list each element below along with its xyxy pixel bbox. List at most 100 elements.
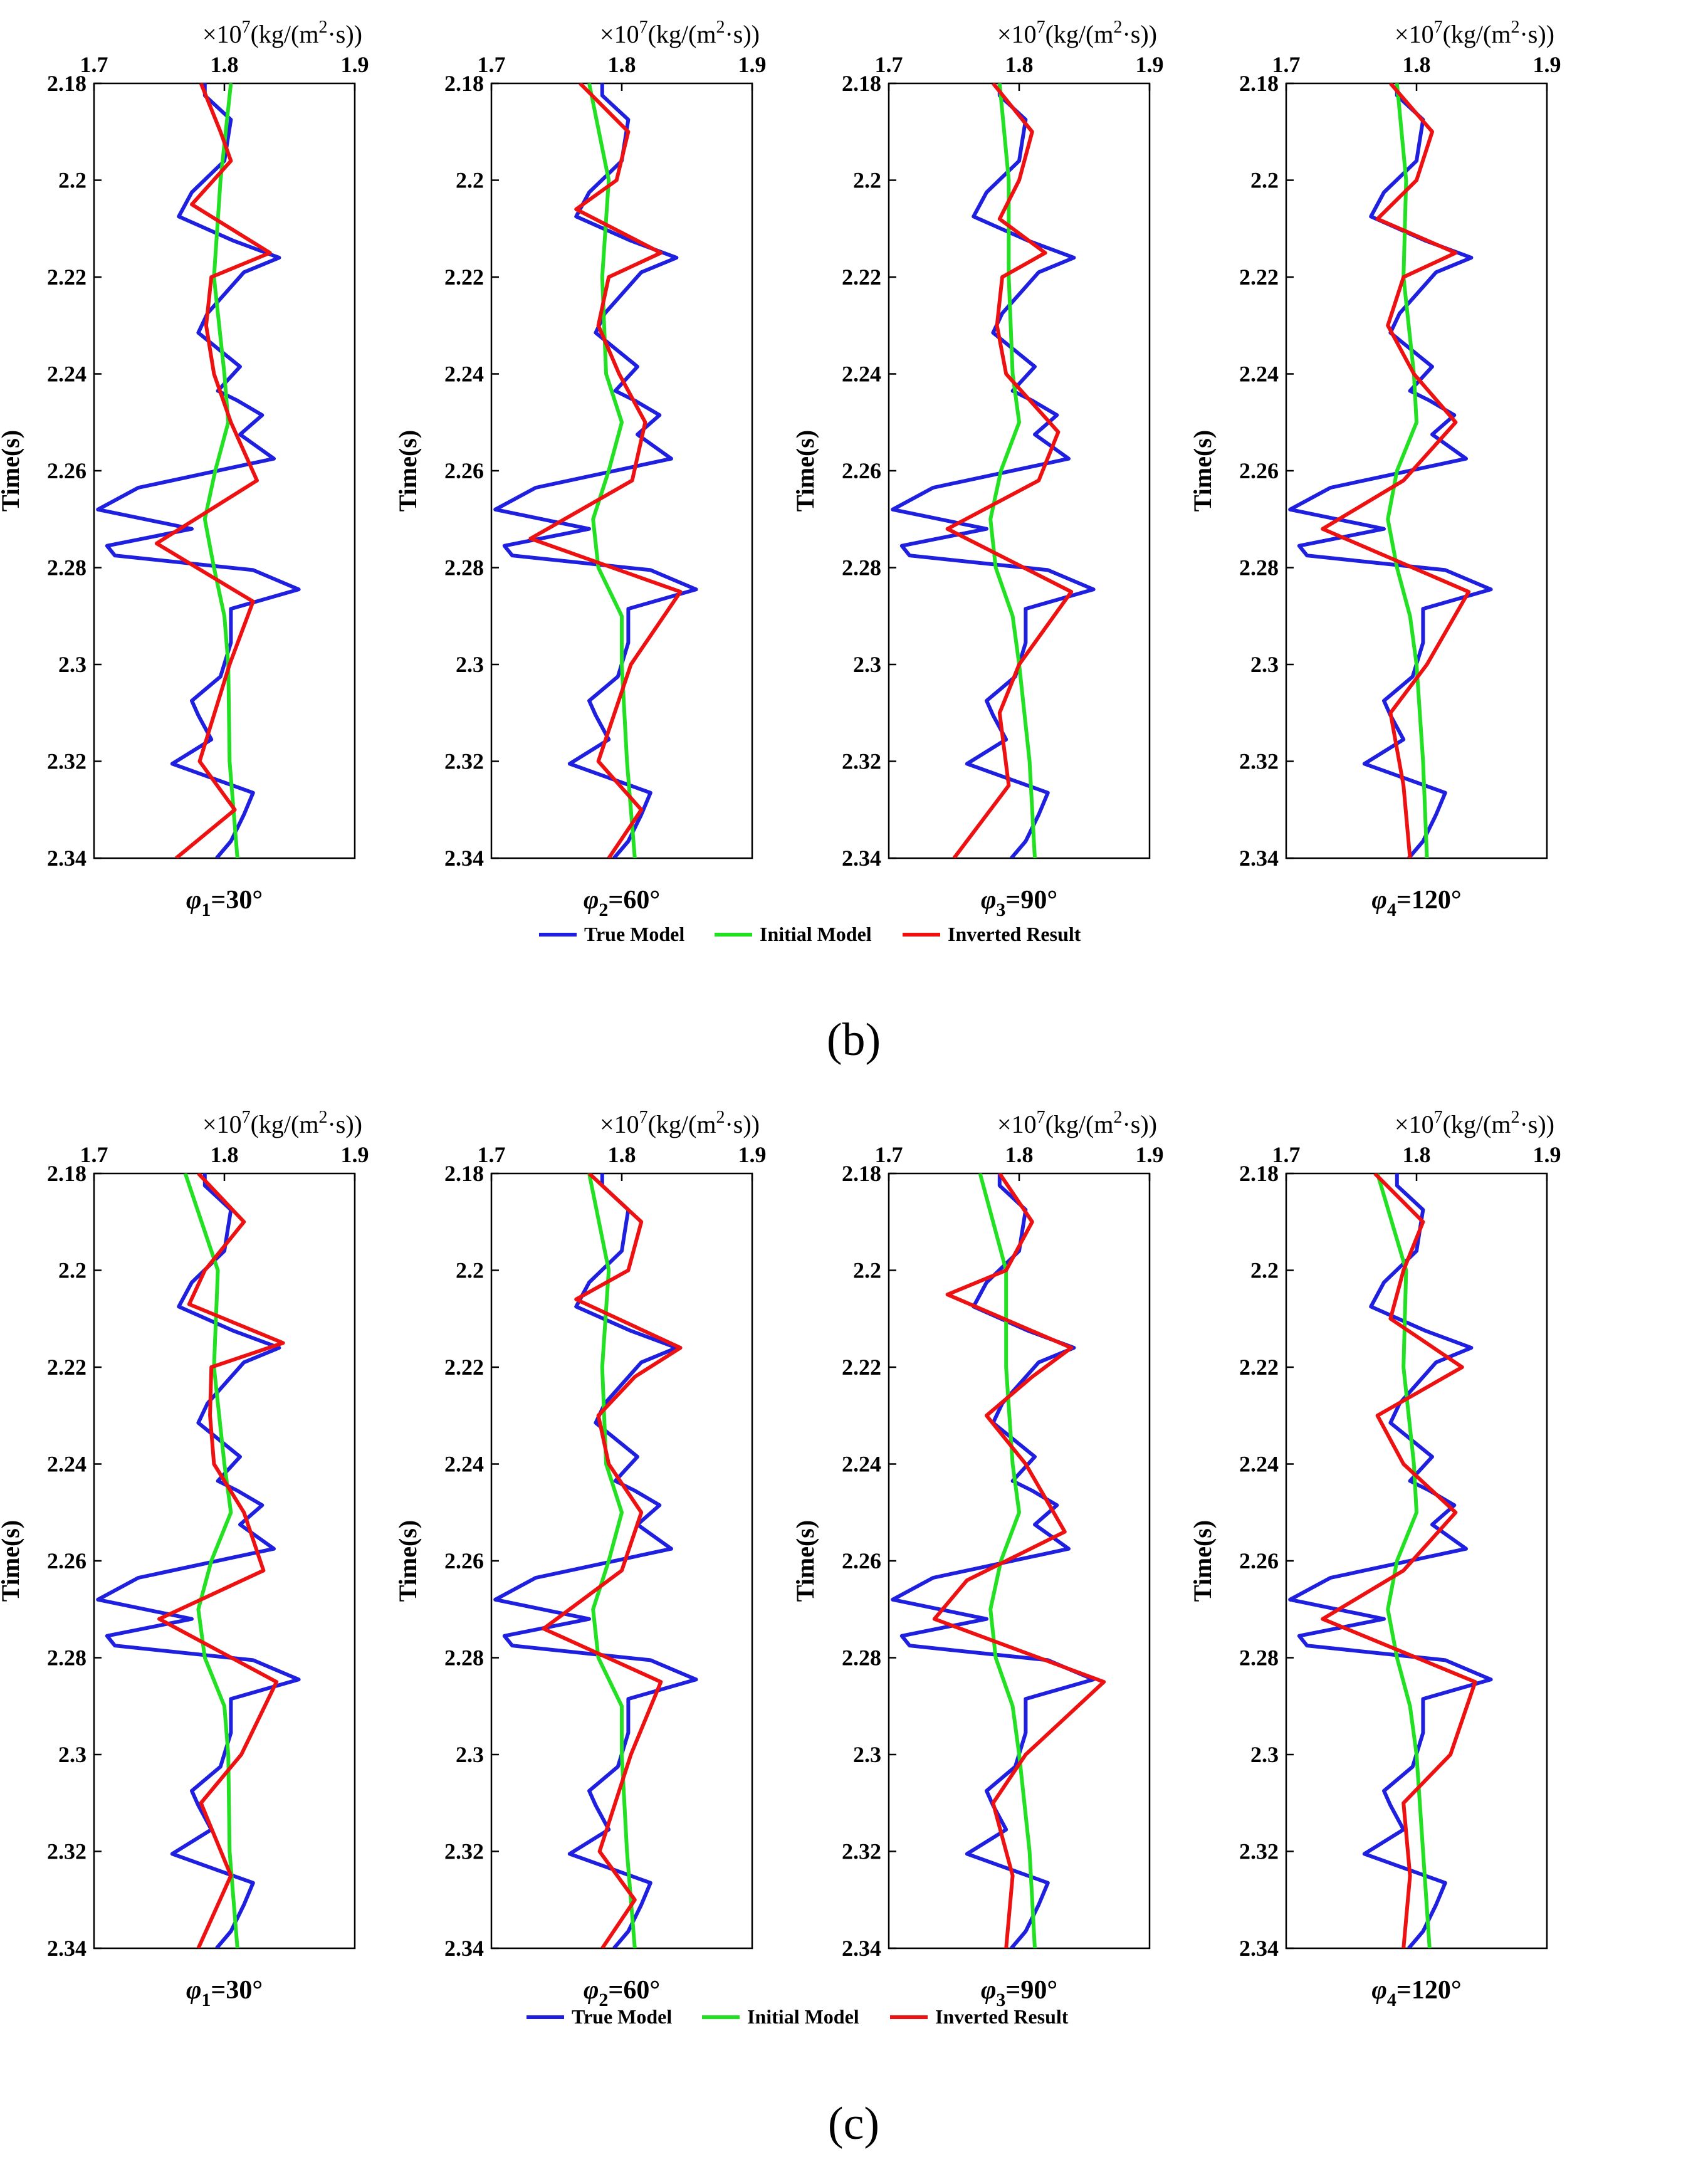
x-tick-label: 1.9 [738, 52, 767, 77]
y-tick-label: 2.22 [47, 1355, 86, 1380]
y-tick-label: 2.24 [842, 362, 881, 387]
unit-square: 2 [1113, 18, 1122, 37]
y-tick-label: 2.22 [1239, 1355, 1279, 1380]
series-group [96, 83, 301, 858]
panel-4: 2.18 2.2 2.22 2.24 2.26 2.28 2.3 2.32 2.34 1.7 1.8… [1188, 1108, 1561, 2010]
y-tick-label: 2.22 [842, 1355, 881, 1380]
y-tick-label: 2.34 [1239, 846, 1279, 871]
unit-tail: ·s)) [725, 1110, 760, 1138]
y-tick-label: 2.32 [1239, 749, 1279, 774]
unit-square: 2 [1511, 1108, 1519, 1127]
legend-label: True Model [584, 923, 684, 945]
y-tick-label: 2.18 [47, 1161, 86, 1186]
x-tick-label: 1.9 [1136, 1142, 1164, 1167]
unit-multiplier: ×10 [202, 1110, 242, 1138]
y-axis-label: Time(s) [394, 1520, 422, 1602]
y-tick-label: 2.28 [47, 1645, 86, 1671]
legend-label: Inverted Result [935, 2005, 1069, 2028]
unit-tail: ·s)) [327, 1110, 362, 1138]
x-unit-label: ×107(kg/(m2·s)) [1395, 1108, 1554, 1138]
x-tick-label: 1.9 [341, 1142, 369, 1167]
y-tick-label: 2.2 [456, 1258, 484, 1283]
panel-title-angle: =90° [1005, 886, 1057, 915]
y-tick-label: 2.3 [456, 1742, 484, 1767]
y-tick-label: 2.26 [1239, 458, 1279, 483]
figure-label: (c) [828, 2098, 879, 2149]
panel-title-symbol: φ [1371, 886, 1387, 915]
unit-tail: ·s)) [1519, 1110, 1554, 1138]
x-tick-label: 1.9 [341, 52, 369, 77]
panel-title: φ3=90° [981, 1976, 1057, 2010]
y-tick-label: 2.28 [444, 555, 484, 580]
y-tick-label: 2.22 [444, 265, 484, 290]
y-tick-label: 2.26 [842, 458, 881, 483]
panel-title: φ4=120° [1371, 1976, 1461, 2010]
unit-tail: ·s)) [1122, 1110, 1157, 1138]
panel-title: φ1=30° [186, 886, 263, 920]
y-tick-label: 2.24 [1239, 1452, 1279, 1477]
y-tick-label: 2.3 [1250, 652, 1279, 677]
series-line-true-model [493, 1173, 698, 1948]
unit-exponent: 7 [639, 1108, 648, 1127]
unit-square: 2 [716, 1108, 725, 1127]
x-tick-label: 1.8 [1403, 1142, 1431, 1167]
panel-title-symbol: φ [584, 1976, 599, 2005]
x-unit-label: ×107(kg/(m2·s)) [600, 1108, 760, 1138]
y-tick-label: 2.24 [47, 1452, 86, 1477]
unit-main: (kg/(m [648, 1110, 716, 1138]
y-tick-label: 2.24 [842, 1452, 881, 1477]
y-tick-label: 2.18 [444, 1161, 484, 1186]
y-tick-label: 2.2 [853, 1258, 881, 1283]
series-line-true-model [96, 83, 301, 858]
panel-title-angle: =120° [1396, 1976, 1462, 2005]
y-axis-label: Time(s) [791, 430, 819, 512]
panel-title-symbol: φ [186, 886, 202, 915]
y-axis-label: Time(s) [1188, 430, 1217, 512]
series-line-inverted-result [157, 1173, 285, 1948]
x-tick-label: 1.7 [875, 52, 903, 77]
y-tick-label: 2.3 [853, 1742, 881, 1767]
figure-b: 2.182.22.222.242.262.282.32.322.341.7 1.8… [0, 18, 1561, 1066]
x-unit-label: ×107(kg/(m2·s)) [202, 18, 362, 48]
series-group [493, 83, 698, 858]
y-tick-label: 2.3 [456, 652, 484, 677]
series-line-initial-model [202, 83, 239, 858]
unit-exponent: 7 [1434, 18, 1443, 37]
panel-title-symbol: φ [981, 886, 997, 915]
x-tick-label: 1.7 [875, 1142, 903, 1167]
y-tick-label: 2.22 [444, 1355, 484, 1380]
y-tick-label: 2.18 [842, 71, 881, 96]
panel-title-symbol: φ [584, 886, 599, 915]
panel-title-angle: =120° [1396, 886, 1462, 915]
unit-square: 2 [1511, 18, 1519, 37]
y-tick-label: 2.34 [47, 846, 86, 871]
panel-1: 2.18 2.2 2.22 2.24 2.26 2.28 2.3 2.32 2.34 1.7 1.8… [0, 1108, 369, 2010]
panel-title-angle: =30° [211, 886, 263, 915]
x-tick-label: 1.9 [738, 1142, 767, 1167]
x-tick-label: 1.8 [211, 52, 239, 77]
y-tick-label: 2.26 [47, 458, 86, 483]
unit-exponent: 7 [242, 18, 251, 37]
panel-title-subscript: 2 [599, 1990, 608, 2010]
series-line-initial-model [988, 83, 1037, 858]
y-tick-label: 2.28 [47, 555, 86, 580]
unit-multiplier: ×10 [1395, 20, 1434, 48]
unit-multiplier: ×10 [1395, 1110, 1434, 1138]
series-line-true-model [1288, 83, 1493, 858]
series-line-inverted-result [1321, 83, 1471, 858]
legend-label: Initial Model [760, 923, 872, 945]
y-tick-label: 2.24 [444, 1452, 484, 1477]
y-tick-label: 2.28 [1239, 1645, 1279, 1671]
series-line-initial-model [978, 1173, 1037, 1948]
y-tick-label: 2.18 [444, 71, 484, 96]
series-group [891, 83, 1096, 858]
x-tick-label: 1.7 [80, 52, 108, 77]
unit-tail: ·s)) [327, 20, 362, 48]
figure-label: (b) [827, 1014, 881, 1066]
y-axis-label: Time(s) [791, 1520, 819, 1602]
x-unit-label: ×107(kg/(m2·s)) [1395, 18, 1554, 48]
x-tick-label: 1.9 [1533, 1142, 1561, 1167]
series-line-inverted-result [932, 1173, 1106, 1948]
panel-title-subscript: 4 [1387, 900, 1396, 920]
